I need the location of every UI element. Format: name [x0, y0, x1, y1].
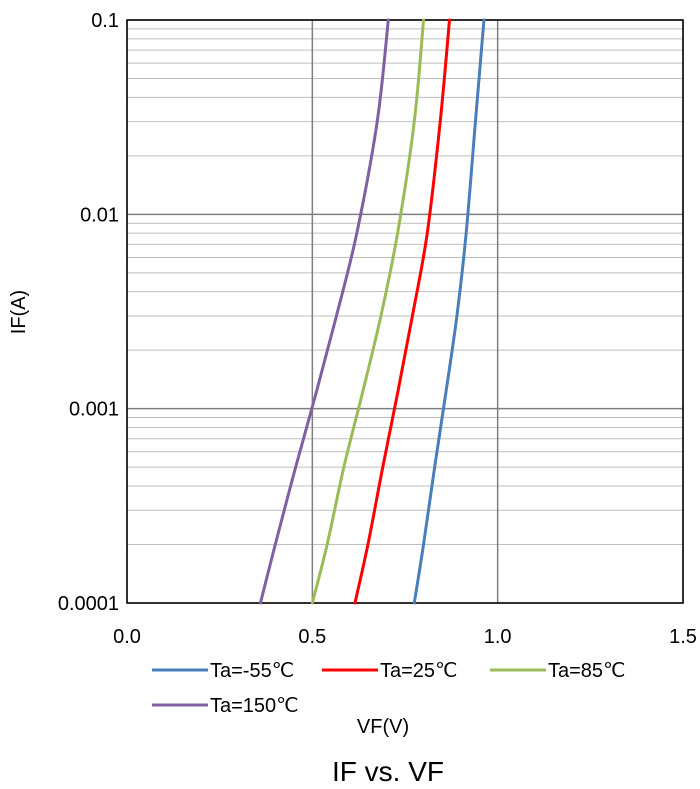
series-line-4: [258, 18, 390, 605]
major-gridlines: [126, 19, 684, 604]
legend-label-1: Ta=-55℃: [210, 660, 294, 682]
series-line-3: [310, 18, 426, 605]
y-tick-label: 0.1: [91, 10, 119, 32]
y-axis-label: IF(A): [8, 290, 30, 334]
series-line-1: [412, 18, 486, 605]
series-line-2: [353, 18, 451, 605]
x-tick-label: 1.5: [669, 626, 697, 648]
x-axis-label: VF(V): [357, 716, 409, 738]
legend-label-2: Ta=25℃: [380, 660, 458, 682]
chart-title: IF vs. VF: [332, 756, 444, 787]
minor-gridlines: [127, 28, 683, 545]
legend: Ta=-55℃ Ta=25℃ Ta=85℃ Ta=150℃: [152, 660, 626, 717]
x-tick-labels: 0.0 0.5 1.0 1.5: [113, 626, 697, 648]
plot-area-frame: [126, 19, 684, 604]
y-tick-label: 0.01: [80, 204, 119, 226]
legend-label-4: Ta=150℃: [210, 695, 299, 717]
y-tick-label: 0.001: [69, 399, 119, 421]
legend-label-3: Ta=85℃: [548, 660, 626, 682]
x-tick-label: 1.0: [484, 626, 512, 648]
series-lines: [258, 18, 486, 605]
y-tick-labels: 0.1 0.01 0.001 0.0001: [58, 10, 119, 615]
x-tick-label: 0.5: [298, 626, 326, 648]
x-tick-label: 0.0: [113, 626, 141, 648]
y-tick-label: 0.0001: [58, 593, 119, 615]
